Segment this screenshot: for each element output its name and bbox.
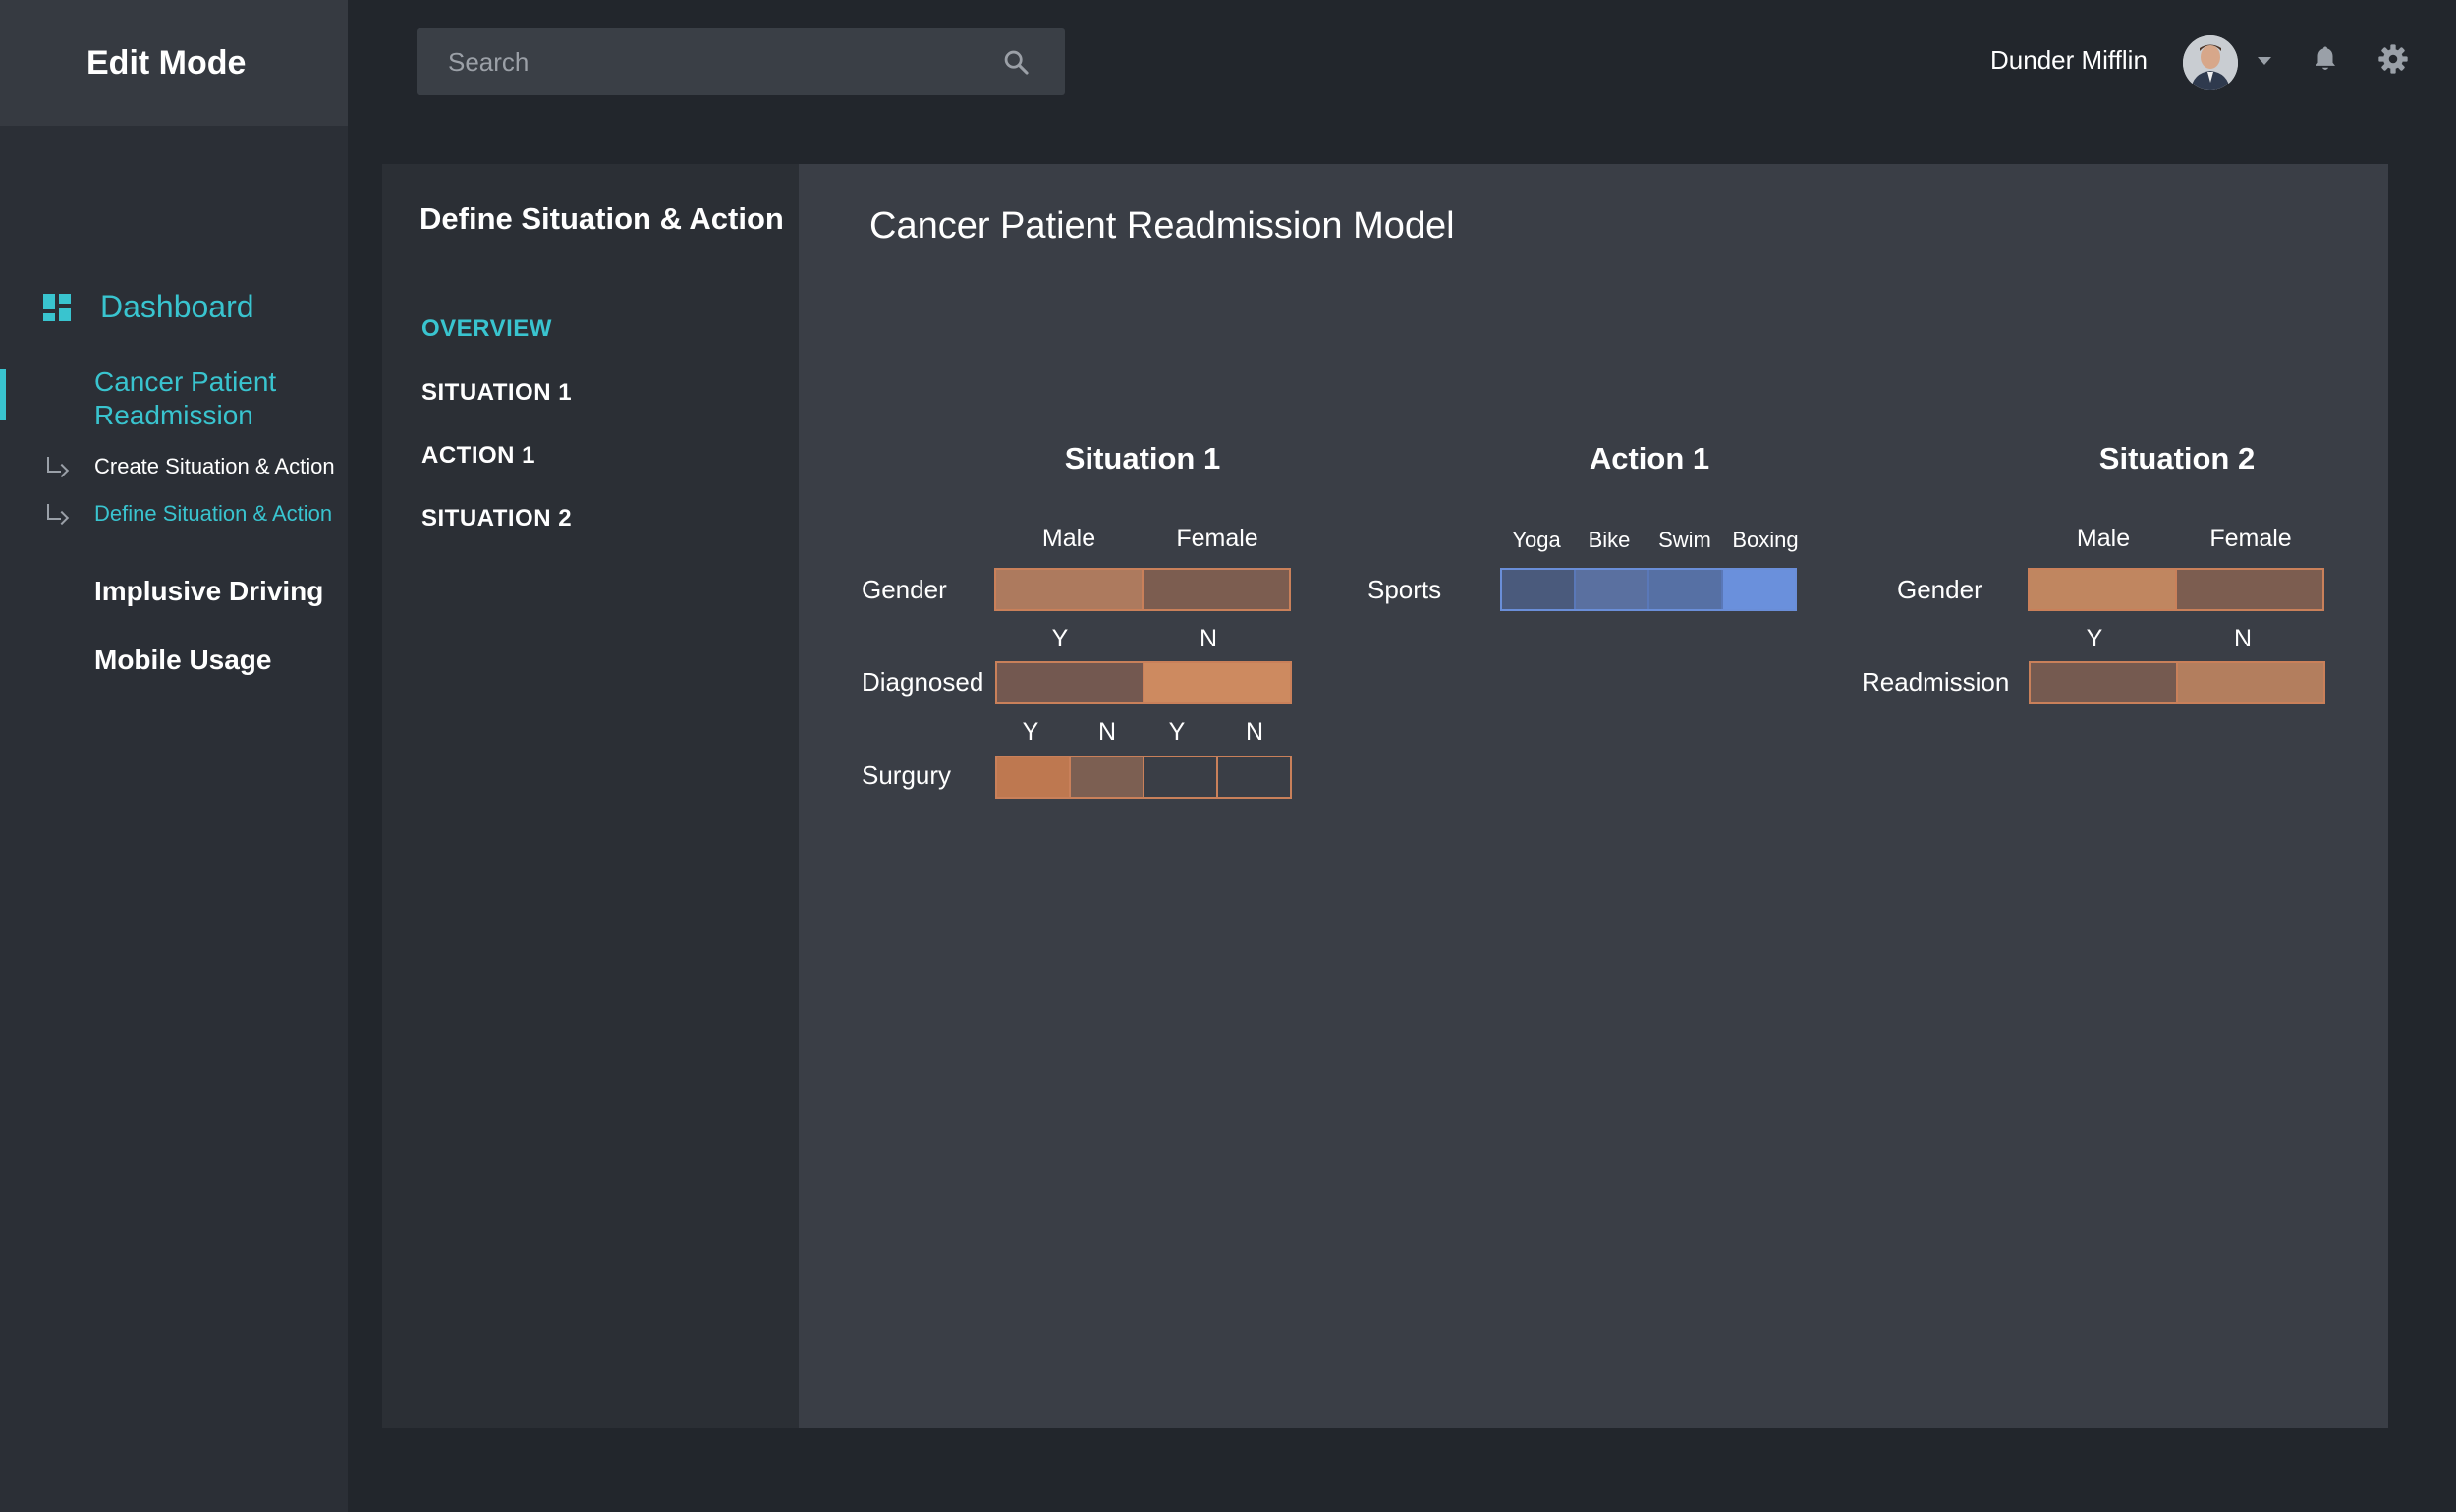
- bar-cell-swim[interactable]: [1649, 570, 1723, 609]
- bar-cell-y[interactable]: [997, 757, 1071, 797]
- bar-cell-yoga[interactable]: [1502, 570, 1576, 609]
- situation-2-gender-bar: [2028, 568, 2324, 611]
- active-indicator: [0, 369, 6, 420]
- bar-cell-y[interactable]: [2031, 663, 2178, 702]
- menu-overview[interactable]: OVERVIEW: [421, 315, 552, 342]
- situation-2-readmission-bar: [2029, 661, 2325, 704]
- main-panel: Define Situation & Action OVERVIEW SITUA…: [382, 164, 2388, 1428]
- search-input[interactable]: [448, 46, 978, 78]
- situation-1-gender-bar: [994, 568, 1291, 611]
- situation-1-title: Situation 1: [1064, 441, 1221, 476]
- option-label: Y: [1022, 718, 1039, 746]
- menu-situation-1[interactable]: SITUATION 1: [421, 379, 573, 406]
- option-label: Female: [2209, 525, 2292, 552]
- chevron-down-icon[interactable]: [2258, 57, 2271, 65]
- row-label-gender: Gender: [1897, 575, 1982, 604]
- panel-menu: Define Situation & Action OVERVIEW SITUA…: [382, 164, 799, 1428]
- nav-create-situation-action-label: Create Situation & Action: [94, 454, 335, 478]
- option-label: N: [1097, 718, 1117, 746]
- option-label: Y: [2086, 625, 2103, 652]
- action-1-title: Action 1: [1589, 441, 1710, 476]
- option-label: Boxing: [1732, 528, 1799, 552]
- option-label: N: [1245, 718, 1264, 746]
- gear-icon[interactable]: [2377, 43, 2409, 75]
- situation-1-surgury-bar: [995, 756, 1292, 799]
- situation-1-diagnosed-bar: [995, 661, 1292, 704]
- bar-cell-n[interactable]: [2178, 663, 2323, 702]
- nav-define-situation-action-label: Define Situation & Action: [94, 501, 333, 526]
- bar-cell-female[interactable]: [2177, 570, 2322, 609]
- option-label: N: [1199, 625, 1218, 652]
- option-label: Male: [1041, 525, 1096, 552]
- menu-situation-2[interactable]: SITUATION 2: [421, 505, 573, 532]
- bar-cell-female[interactable]: [1144, 570, 1289, 609]
- nav-cancer-patient-readmission[interactable]: Cancer Patient Readmission: [94, 366, 277, 430]
- sidebar-header: Edit Mode: [0, 0, 348, 126]
- model-title: Cancer Patient Readmission Model: [869, 205, 1455, 247]
- bar-cell-n[interactable]: [1144, 663, 1290, 702]
- bar-cell-male[interactable]: [2030, 570, 2177, 609]
- sub-arrow-icon: [43, 504, 67, 524]
- row-label-diagnosed: Diagnosed: [862, 667, 984, 697]
- sidebar: Edit Mode Dashboard Cancer Patient Readm…: [0, 0, 348, 1512]
- situation-2-title: Situation 2: [2098, 441, 2256, 476]
- bell-icon[interactable]: [2311, 43, 2340, 75]
- bar-cell-male[interactable]: [996, 570, 1144, 609]
- nav-mobile-usage[interactable]: Mobile Usage: [94, 644, 272, 675]
- option-label: Bike: [1588, 528, 1631, 552]
- search-box: [417, 28, 1065, 95]
- action-1-sports-bar: [1500, 568, 1797, 611]
- search-icon[interactable]: [1002, 48, 1030, 76]
- row-label-surgury: Surgury: [862, 760, 952, 790]
- nav-implusive-driving[interactable]: Implusive Driving: [94, 576, 324, 606]
- bar-cell-bike[interactable]: [1576, 570, 1649, 609]
- row-label-sports: Sports: [1368, 575, 1442, 604]
- row-label-readmission: Readmission: [1862, 667, 2010, 697]
- avatar-image: [2183, 35, 2238, 90]
- sub-arrow-icon: [43, 457, 67, 476]
- bar-cell-boxing[interactable]: [1723, 570, 1795, 609]
- nav-dashboard[interactable]: Dashboard: [43, 289, 254, 325]
- dashboard-icon: [43, 293, 71, 321]
- option-label: Female: [1176, 525, 1258, 552]
- mode-title: Edit Mode: [86, 43, 247, 82]
- menu-action-1[interactable]: ACTION 1: [421, 442, 536, 469]
- bar-cell-y[interactable]: [997, 663, 1144, 702]
- bar-cell-n[interactable]: [1218, 757, 1290, 797]
- nav-create-situation-action[interactable]: Create Situation & Action: [43, 454, 335, 479]
- panel-menu-title: Define Situation & Action: [419, 201, 784, 236]
- option-label: Y: [1168, 718, 1186, 746]
- option-label: Yoga: [1512, 528, 1561, 552]
- bar-cell-y[interactable]: [1144, 757, 1218, 797]
- row-label-gender: Gender: [862, 575, 947, 604]
- avatar[interactable]: [2183, 35, 2238, 90]
- nav-dashboard-label: Dashboard: [100, 289, 254, 324]
- option-label: N: [2233, 625, 2253, 652]
- user-name[interactable]: Dunder Mifflin: [1990, 45, 2148, 75]
- option-label: Swim: [1658, 528, 1711, 552]
- option-label: Y: [1051, 625, 1069, 652]
- bar-cell-n[interactable]: [1071, 757, 1144, 797]
- nav-define-situation-action[interactable]: Define Situation & Action: [43, 501, 332, 527]
- option-label: Male: [2076, 525, 2131, 552]
